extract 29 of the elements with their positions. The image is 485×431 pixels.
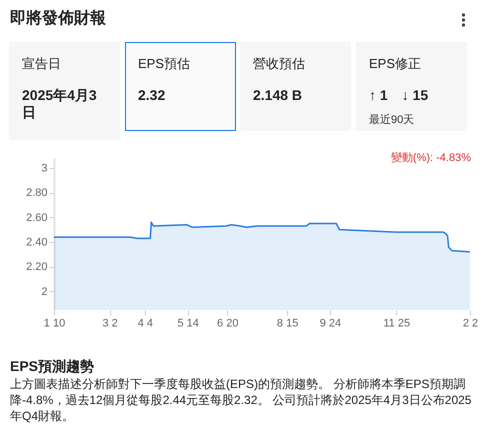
- x-tick-label: 5 14: [177, 318, 199, 330]
- x-tick-label: 9 24: [320, 318, 342, 330]
- y-tick-label: 3: [41, 162, 48, 174]
- text: 即將發佈財報: [10, 8, 106, 29]
- y-tick-label: 2: [41, 286, 48, 298]
- text: EPS預估: [138, 56, 192, 72]
- x-tick-label: 3 2: [102, 318, 118, 330]
- x-tick-label: 4 4: [138, 318, 154, 330]
- text: 2.148 B: [253, 87, 302, 103]
- x-tick-label: 11 25: [383, 318, 410, 330]
- text: 宣告日: [22, 56, 62, 72]
- text: EPS預測趨勢: [10, 357, 94, 375]
- x-tick-label: 6 20: [217, 318, 238, 330]
- text: 2.32: [138, 87, 166, 103]
- text: 最近90天: [369, 113, 416, 128]
- annotation: 變動(%): -4.83%: [390, 151, 471, 165]
- y-tick-label: 2.40: [26, 236, 48, 249]
- y-tick-label: 2.60: [26, 212, 48, 224]
- text: 上方圖表描述分析師對下一季度每股收益(EPS)的預測趨勢。 分析師將本季EPS預期調降-4.8%，過去12個月從每股2.44元至每股2.32。 公司預計將於2025年4月3日公布2025年Q4財報。: [10, 376, 472, 424]
- y-tick-label: 2.80: [26, 187, 48, 200]
- text: ↓ 15: [402, 87, 428, 103]
- text: ↑ 1: [369, 87, 388, 103]
- x-tick-label: 2 2: [462, 318, 478, 330]
- x-tick-label: 1 10: [44, 318, 66, 330]
- text: EPS修正: [369, 56, 422, 72]
- x-tick-label: 8 15: [276, 318, 298, 330]
- text: 營收預估: [253, 56, 306, 72]
- text: 2025年4月3日: [22, 87, 97, 120]
- y-tick-label: 2.20: [26, 261, 48, 274]
